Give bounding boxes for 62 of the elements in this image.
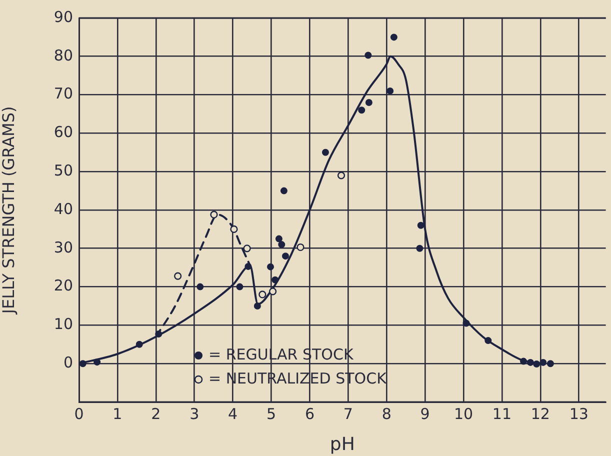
point (94, 358, 101, 366)
x-tick-label: 3 (190, 404, 200, 423)
point (526, 358, 534, 366)
point (258, 290, 266, 298)
x-tick-label: 13 (569, 404, 588, 423)
point (533, 360, 540, 368)
point (358, 106, 366, 114)
point (230, 225, 238, 233)
y-tick-label: 50 (54, 161, 73, 180)
point (174, 272, 182, 280)
point (254, 302, 261, 310)
point (365, 98, 372, 106)
point (236, 283, 244, 290)
point (266, 263, 274, 270)
point (484, 337, 492, 344)
y-tick-label: 20 (54, 276, 73, 295)
point (280, 187, 288, 194)
point (282, 252, 289, 260)
y-axis-title: JELLY STRENGTH (GRAMS) (0, 106, 18, 315)
x-tick-label: 1 (112, 404, 122, 423)
point (210, 210, 218, 218)
point (322, 148, 329, 156)
point (296, 243, 304, 252)
x-tick-label: 11 (492, 404, 512, 423)
y-tick-label: 40 (54, 200, 73, 218)
point (462, 320, 470, 327)
x-tick-label: 10 (454, 404, 474, 423)
point (337, 172, 346, 180)
point (275, 235, 282, 242)
x-tick-label: 4 (228, 404, 238, 423)
y-tick-label: 30 (54, 238, 73, 256)
x-tick-label: 7 (343, 404, 353, 423)
point (386, 87, 394, 94)
point (272, 276, 279, 284)
x-tick-label: 6 (304, 404, 314, 423)
point (364, 52, 372, 59)
y-tick-label: 0 (63, 353, 73, 372)
point (546, 360, 554, 368)
y-tick-label: 90 (54, 8, 73, 26)
x-tick-label: 8 (382, 404, 392, 423)
y-tick-label: 70 (54, 84, 73, 103)
point (269, 288, 277, 296)
x-tick-label: 12 (530, 404, 550, 423)
point (155, 330, 162, 338)
point (79, 360, 86, 368)
point (244, 262, 252, 270)
x-tick-label: 5 (266, 404, 276, 423)
point (540, 358, 547, 366)
y-tick-label: 10 (54, 315, 73, 334)
point (243, 244, 251, 252)
x-axis-title: pH (330, 434, 355, 455)
y-tick-label: 80 (54, 46, 73, 64)
point (416, 244, 424, 252)
x-tick-label: 9 (420, 404, 430, 423)
y-tick-label: 60 (54, 123, 73, 142)
point (278, 241, 286, 248)
point (417, 222, 424, 229)
point (390, 34, 398, 41)
x-tick-label: 2 (151, 404, 161, 423)
point (520, 358, 528, 365)
point (196, 283, 204, 290)
point (136, 340, 143, 348)
